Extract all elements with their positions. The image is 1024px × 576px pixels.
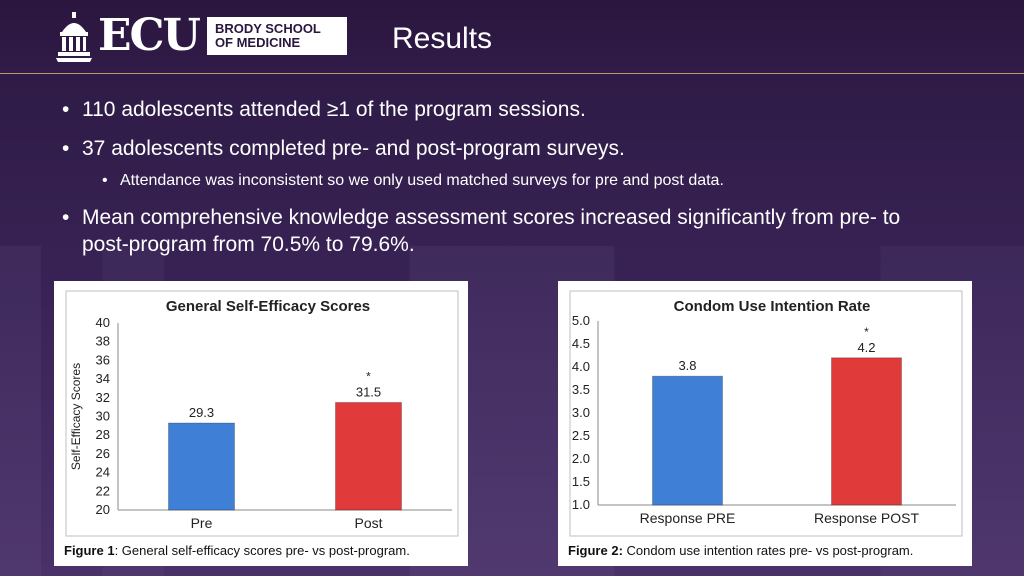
figure-label-1: Figure 1 (64, 543, 115, 558)
y-tick-label: 4.0 (572, 359, 590, 374)
y-tick-label: 34 (96, 371, 110, 386)
y-axis-label: Self-Efficacy Scores (69, 363, 83, 470)
bullet-item: Mean comprehensive knowledge assessment … (62, 204, 932, 258)
sub-bullet-item: Attendance was inconsistent so we only u… (62, 170, 962, 192)
cupola-icon (56, 12, 92, 62)
y-tick-label: 24 (96, 465, 110, 480)
bar-1 (335, 401, 402, 511)
x-tick-label: Response PRE (640, 510, 736, 526)
chart-title: Condom Use Intention Rate (674, 298, 871, 315)
bullet-item: 110 adolescents attended ≥1 of the progr… (62, 96, 962, 123)
y-tick-label: 3.0 (572, 405, 590, 420)
bullet-list: 110 adolescents attended ≥1 of the progr… (62, 96, 962, 270)
figure-caption-1: Figure 1: General self-efficacy scores p… (64, 543, 410, 558)
x-tick-label: Post (354, 515, 382, 531)
y-tick-label: 26 (96, 446, 110, 461)
condom-intention-chart: Condom Use Intention Rate 1.0 1.5 2.0 2.5 3.0… (569, 290, 963, 537)
bar-0 (652, 375, 723, 506)
y-tick-label: 3.5 (572, 382, 590, 397)
y-tick-label: 1.0 (572, 497, 590, 512)
self-efficacy-chart: General Self-Efficacy Scores 20 22 24 26 28 30… (65, 290, 459, 537)
y-tick-label: 5.0 (572, 313, 590, 328)
y-tick-label: 28 (96, 427, 110, 442)
data-label: 31.5 (356, 384, 381, 399)
data-label: 4.2 (857, 340, 875, 355)
figure-panel-1: General Self-Efficacy Scores 20 22 24 26 28 30… (54, 281, 468, 566)
figure-label-2: Figure 2: (568, 543, 623, 558)
bar-1 (831, 357, 902, 506)
logo-school-line2: OF MEDICINE (214, 35, 301, 50)
significance-marker: * (366, 369, 371, 383)
slide-title: Results (392, 22, 493, 55)
figure-caption-2: Figure 2: Condom use intention rates pre… (568, 543, 913, 558)
y-tick-label: 38 (96, 334, 110, 349)
y-tick-label: 4.5 (572, 336, 590, 351)
y-tick-label: 22 (96, 483, 110, 498)
y-tick-label: 40 (96, 315, 110, 330)
ecu-logo: ECU BRODY SCHOOL OF MEDICINE (54, 10, 347, 62)
y-tick-label: 30 (96, 409, 110, 424)
x-tick-label: Pre (191, 515, 213, 531)
logo-ecu-text: ECU (98, 10, 201, 61)
logo-school-line1: BRODY SCHOOL (214, 21, 321, 36)
data-label: 29.3 (189, 405, 214, 420)
logo-school-box: BRODY SCHOOL OF MEDICINE (206, 17, 347, 55)
bar-0 (168, 422, 235, 511)
header-bar: ECU BRODY SCHOOL OF MEDICINE Results (0, 0, 1024, 74)
bullet-item: 37 adolescents completed pre- and post-p… (62, 135, 962, 162)
y-tick-label: 2.0 (572, 451, 590, 466)
y-tick-label: 20 (96, 502, 110, 517)
figure-caption-text-2: Condom use intention rates pre- vs post-… (622, 543, 914, 558)
chart-title: General Self-Efficacy Scores (166, 298, 370, 315)
y-tick-label: 32 (96, 390, 110, 405)
data-label: 3.8 (678, 358, 696, 373)
figure-panel-2: Condom Use Intention Rate 1.0 1.5 2.0 2.5 3.0… (558, 281, 972, 566)
figure-caption-text-1: : General self-efficacy scores pre- vs p… (114, 543, 410, 558)
chart-frame (569, 290, 963, 537)
y-tick-label: 1.5 (572, 474, 590, 489)
y-tick-label: 36 (96, 352, 110, 367)
significance-marker: * (864, 325, 869, 339)
x-tick-label: Response POST (814, 510, 919, 526)
y-tick-label: 2.5 (572, 428, 590, 443)
